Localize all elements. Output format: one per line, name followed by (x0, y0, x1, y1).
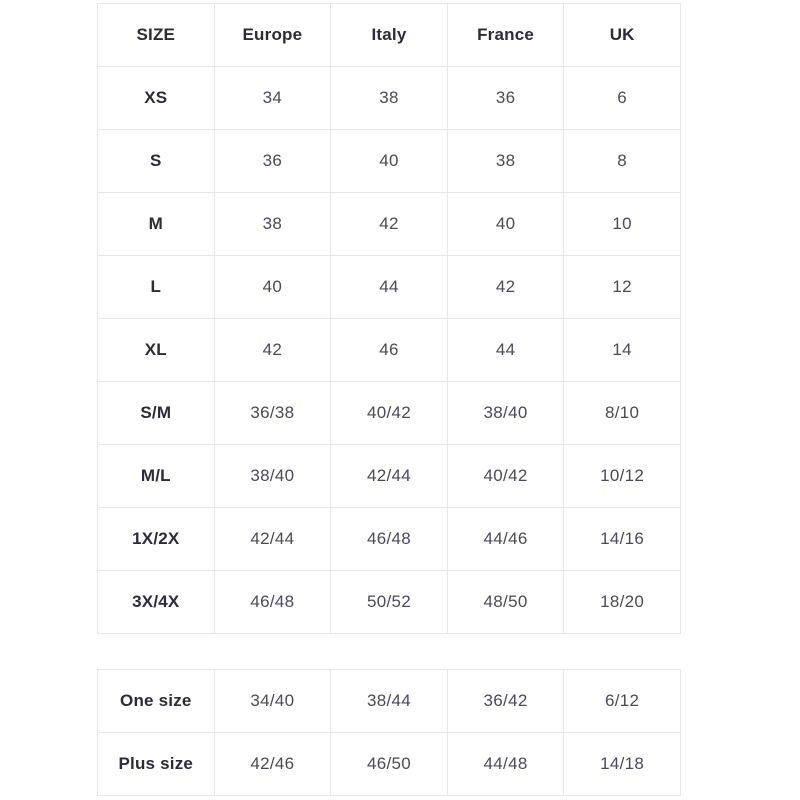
size-value-cell: 40 (213, 255, 332, 319)
one-size-conversion-table: One size 34/40 38/44 36/42 6/12 Plus size 42/4… (97, 669, 681, 796)
size-value-cell: 14/18 (563, 732, 681, 796)
size-value-cell: 10 (563, 192, 681, 256)
size-value-cell: 50/52 (330, 570, 448, 634)
size-value-cell: 40 (446, 192, 565, 256)
size-value-cell: 38/40 (213, 444, 332, 508)
size-value-cell: 40 (330, 129, 448, 193)
row-label-s-m: S/M (97, 381, 215, 445)
size-value-cell: 46 (330, 318, 448, 382)
size-value-cell: 6 (563, 66, 681, 130)
row-label-m-l: M/L (97, 444, 215, 508)
table-row: M 38 42 40 10 (97, 192, 681, 256)
size-conversion-table: SIZE Europe Italy France UK XS 34 38 36 6 S 36 40 38… (97, 3, 681, 634)
row-label-1x-2x: 1X/2X (97, 507, 215, 571)
size-value-cell: 34/40 (213, 669, 332, 733)
column-header-uk: UK (563, 3, 681, 67)
size-value-cell: 10/12 (563, 444, 681, 508)
size-value-cell: 34 (213, 66, 332, 130)
column-header-italy: Italy (330, 3, 448, 67)
header-row: SIZE Europe Italy France UK (97, 3, 681, 67)
size-value-cell: 42 (446, 255, 565, 319)
size-value-cell: 46/50 (330, 732, 448, 796)
size-value-cell: 36 (446, 66, 565, 130)
size-value-cell: 44 (446, 318, 565, 382)
size-value-cell: 36 (213, 129, 332, 193)
size-value-cell: 36/38 (213, 381, 332, 445)
size-value-cell: 6/12 (563, 669, 681, 733)
table-row: XS 34 38 36 6 (97, 66, 681, 130)
table-row: L 40 44 42 12 (97, 255, 681, 319)
size-value-cell: 8 (563, 129, 681, 193)
size-value-cell: 44/46 (446, 507, 565, 571)
size-value-cell: 42 (330, 192, 448, 256)
size-value-cell: 14 (563, 318, 681, 382)
size-value-cell: 38/40 (446, 381, 565, 445)
size-value-cell: 44 (330, 255, 448, 319)
size-value-cell: 46/48 (213, 570, 332, 634)
table-body: XS 34 38 36 6 S 36 40 38 8 M 38 42 40 10 L 40 44 42 12 XL 42 4… (97, 66, 681, 634)
table-body: One size 34/40 38/44 36/42 6/12 Plus size 42/4… (97, 669, 681, 796)
table-header: SIZE Europe Italy France UK (97, 3, 681, 67)
row-label-3x-4x: 3X/4X (97, 570, 215, 634)
column-header-europe: Europe (213, 3, 332, 67)
row-label-xs: XS (97, 66, 215, 130)
table-row: S/M 36/38 40/42 38/40 8/10 (97, 381, 681, 445)
size-chart-container: SIZE Europe Italy France UK XS 34 38 36 6 S 36 40 38… (97, 3, 681, 796)
table-row: XL 42 46 44 14 (97, 318, 681, 382)
size-value-cell: 38 (213, 192, 332, 256)
table-row: S 36 40 38 8 (97, 129, 681, 193)
size-value-cell: 8/10 (563, 381, 681, 445)
table-row: One size 34/40 38/44 36/42 6/12 (97, 669, 681, 733)
size-value-cell: 40/42 (330, 381, 448, 445)
row-label-m: M (97, 192, 215, 256)
table-row: Plus size 42/46 46/50 44/48 14/18 (97, 732, 681, 796)
row-label-plus-size: Plus size (97, 732, 215, 796)
column-header-france: France (446, 3, 565, 67)
size-value-cell: 38 (446, 129, 565, 193)
row-label-xl: XL (97, 318, 215, 382)
column-header-size: SIZE (97, 3, 215, 67)
size-value-cell: 36/42 (446, 669, 565, 733)
size-value-cell: 18/20 (563, 570, 681, 634)
size-value-cell: 14/16 (563, 507, 681, 571)
size-value-cell: 42/44 (330, 444, 448, 508)
size-value-cell: 48/50 (446, 570, 565, 634)
row-label-l: L (97, 255, 215, 319)
size-value-cell: 38 (330, 66, 448, 130)
size-value-cell: 42/44 (213, 507, 332, 571)
size-value-cell: 42 (213, 318, 332, 382)
size-value-cell: 12 (563, 255, 681, 319)
size-value-cell: 40/42 (446, 444, 565, 508)
table-row: 1X/2X 42/44 46/48 44/46 14/16 (97, 507, 681, 571)
table-row: 3X/4X 46/48 50/52 48/50 18/20 (97, 570, 681, 634)
row-label-one-size: One size (97, 669, 215, 733)
row-label-s: S (97, 129, 215, 193)
size-value-cell: 46/48 (330, 507, 448, 571)
size-value-cell: 42/46 (213, 732, 332, 796)
size-value-cell: 44/48 (446, 732, 565, 796)
table-row: M/L 38/40 42/44 40/42 10/12 (97, 444, 681, 508)
table-divider-gap (97, 634, 680, 669)
size-value-cell: 38/44 (330, 669, 448, 733)
